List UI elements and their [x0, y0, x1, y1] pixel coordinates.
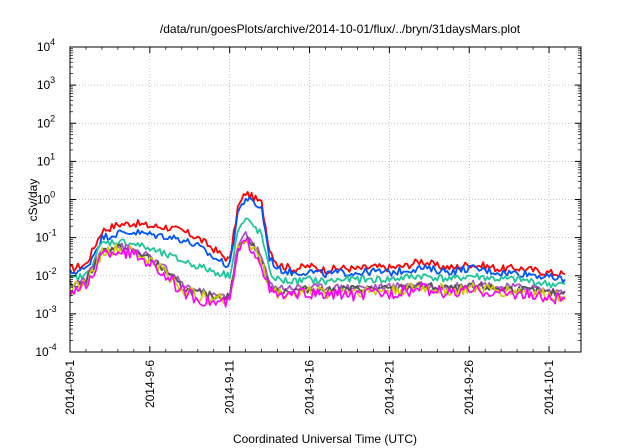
- y-axis: 10-4 10-3 10-2 10-1 100 101 102 103 104: [35, 37, 581, 359]
- y-tick-label: 10-2: [35, 266, 56, 283]
- y-tick-label: 10-3: [35, 304, 56, 321]
- y-tick-label: 104: [37, 37, 55, 54]
- x-tick-label: 2014-9-6: [143, 360, 157, 408]
- series-layer: [69, 190, 566, 308]
- x-tick-label: 2014-9-21: [382, 360, 396, 415]
- y-tick-label: 101: [37, 151, 55, 168]
- series-line: [69, 190, 566, 278]
- x-tick-label: 2014-09-1: [63, 360, 77, 415]
- x-axis: 2014-09-1 2014-9-6 2014-9-11 2014-9-16 2014-…: [63, 47, 566, 415]
- y-tick-label: 103: [37, 75, 55, 92]
- y-tick-label: 10-4: [35, 342, 56, 359]
- x-tick-label: 2014-9-26: [462, 360, 476, 415]
- series-line: [69, 196, 566, 284]
- y-axis-label: cSv/day: [26, 179, 40, 222]
- series-line: [69, 237, 566, 308]
- x-tick-label: 2014-10-1: [542, 360, 556, 415]
- y-tick-label: 100: [37, 190, 55, 207]
- x-axis-label: Coordinated Universal Time (UTC): [233, 432, 417, 446]
- chart-title: /data/run/goesPlots/archive/2014-10-01/f…: [160, 22, 521, 36]
- y-tick-label: 102: [37, 113, 55, 130]
- x-tick-label: 2014-9-16: [303, 360, 317, 415]
- series-line: [69, 217, 566, 289]
- y-tick-label: 10-1: [35, 228, 56, 245]
- grid: [69, 47, 581, 352]
- x-tick-label: 2014-9-11: [223, 360, 237, 414]
